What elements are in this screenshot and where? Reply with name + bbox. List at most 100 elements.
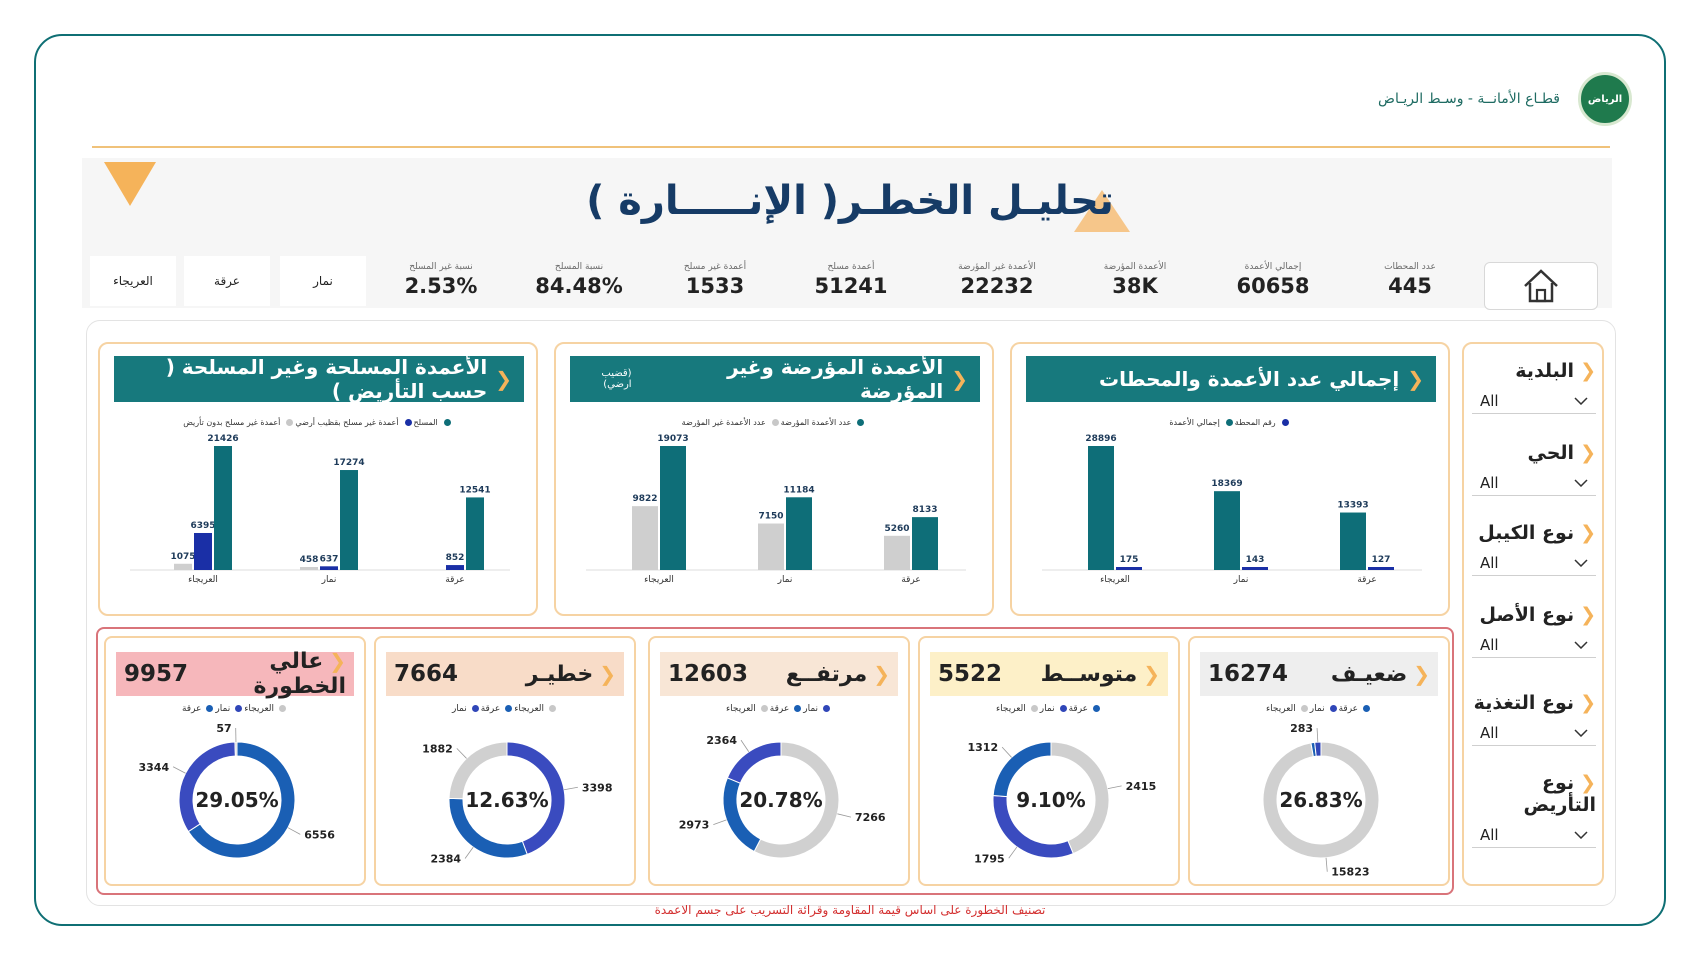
bar[interactable] xyxy=(884,535,910,570)
region-button[interactable]: نمار xyxy=(280,256,366,306)
legend-label: أعمدة غير مسلح بدون تأريض xyxy=(183,418,281,427)
bar[interactable] xyxy=(632,506,658,570)
arrow-icon: ❮ xyxy=(1580,692,1596,714)
legend-label: عرقة xyxy=(1068,704,1089,714)
filter-dropdown[interactable]: All xyxy=(1472,470,1596,496)
legend-dot-icon xyxy=(404,419,412,426)
slice-value-label: 2973 xyxy=(679,819,710,832)
donut-slice[interactable] xyxy=(234,741,238,757)
kpi-value: 1533 xyxy=(685,274,745,298)
x-tick-label: نمار xyxy=(1233,575,1249,585)
bar[interactable] xyxy=(758,523,784,570)
filter-dropdown[interactable]: All xyxy=(1472,720,1596,746)
bar-value-label: 28896 xyxy=(1085,434,1116,444)
chevron-down-icon xyxy=(1574,830,1588,839)
donut-slice[interactable] xyxy=(187,741,296,859)
bar[interactable] xyxy=(340,470,358,570)
filter: ❮البلدية All xyxy=(1472,360,1596,414)
risk-header: ❮خطيـر 7664 xyxy=(386,652,624,696)
risk-count: 7664 xyxy=(394,661,459,687)
donut-slice[interactable] xyxy=(178,741,236,833)
donut-percent: 20.78% xyxy=(739,788,822,812)
slice-value-label: 1312 xyxy=(967,741,998,754)
bar[interactable] xyxy=(320,566,338,570)
bar[interactable] xyxy=(466,497,484,570)
legend-dot-icon xyxy=(857,419,865,426)
filter: ❮الحي All xyxy=(1472,442,1596,496)
kpi-value: 22232 xyxy=(960,274,1034,298)
bar[interactable] xyxy=(446,565,464,570)
filter-dropdown[interactable]: All xyxy=(1472,388,1596,414)
donut-slice[interactable] xyxy=(1262,741,1380,859)
risk-card: ❮خطيـر 7664 العريجاء عرقة نمار 12.63% 3398 23… xyxy=(374,636,636,886)
legend-dot-icon xyxy=(549,705,557,712)
bar[interactable] xyxy=(1242,567,1268,570)
bar[interactable] xyxy=(194,532,212,570)
legend-label: إجمالي الأعمدة xyxy=(1169,418,1220,427)
leader-line xyxy=(837,813,852,818)
bar[interactable] xyxy=(1088,446,1114,570)
bar[interactable] xyxy=(174,563,192,570)
bar-value-label: 6395 xyxy=(190,521,215,531)
region-button[interactable]: العريجاء xyxy=(90,256,176,306)
kpi-card: الأعمدة المؤرضة 38K xyxy=(1070,262,1200,298)
slice-value-label: 2415 xyxy=(1126,780,1157,793)
donut-slice[interactable] xyxy=(1314,741,1322,757)
risk-header: ❮عالي الخطورة 9957 xyxy=(116,649,354,699)
bar[interactable] xyxy=(214,446,232,570)
legend-label: رقم المحطة xyxy=(1234,418,1276,427)
legend-dot-icon xyxy=(1329,705,1337,712)
legend-dot-icon xyxy=(771,419,779,426)
leader-line xyxy=(172,766,186,774)
legend-label: نمار xyxy=(1039,704,1055,714)
bar-value-label: 11184 xyxy=(783,485,814,495)
logo-icon: الرياض xyxy=(1578,72,1632,126)
legend-dot-icon xyxy=(1225,419,1233,426)
legend-dot-icon xyxy=(1281,419,1289,426)
brand: الرياض قطـاع الأمانــة - وسـط الريـاض xyxy=(1378,72,1632,126)
home-button[interactable] xyxy=(1484,262,1598,310)
filter-value: All xyxy=(1480,473,1499,492)
arrow-icon: ❮ xyxy=(1580,360,1596,382)
leader-line xyxy=(713,819,727,825)
filter-value: All xyxy=(1480,723,1499,742)
chevron-down-icon xyxy=(1574,478,1588,487)
filter: ❮نوع الأصل All xyxy=(1472,604,1596,658)
arrow-icon: ❮ xyxy=(1580,604,1596,626)
donut-slice[interactable] xyxy=(726,741,782,784)
legend-label: نمار xyxy=(803,704,819,714)
region-button[interactable]: عرقة xyxy=(184,256,270,306)
donut-slice[interactable] xyxy=(992,741,1052,798)
legend-dot-icon xyxy=(1093,705,1101,712)
chevron-down-icon xyxy=(1574,640,1588,649)
arrow-icon: ❮ xyxy=(1580,442,1596,464)
leader-line xyxy=(1107,785,1122,790)
filter: ❮نوع الكيبل All xyxy=(1472,522,1596,576)
legend-label: عرقة xyxy=(480,704,501,714)
donut-slice[interactable] xyxy=(448,741,508,800)
decor-triangle-icon xyxy=(1074,190,1130,232)
bar[interactable] xyxy=(660,446,686,570)
bar[interactable] xyxy=(1116,567,1142,570)
kpi-label: الأعمدة المؤرضة xyxy=(1103,262,1167,272)
leader-line xyxy=(1325,857,1328,872)
bar[interactable] xyxy=(786,497,812,570)
divider xyxy=(92,146,1610,148)
filters-panel: ❮البلدية All ❮الحي All ❮نوع الكيبل All ❮… xyxy=(1462,342,1604,886)
legend-item: العريجاء xyxy=(996,704,1040,714)
bar[interactable] xyxy=(1340,512,1366,570)
bar[interactable] xyxy=(300,567,318,570)
bar[interactable] xyxy=(1368,567,1394,570)
bar[interactable] xyxy=(912,517,938,570)
kpi-label: عدد المحطات xyxy=(1384,262,1436,272)
filter-dropdown[interactable]: All xyxy=(1472,550,1596,576)
legend-label: نمار xyxy=(215,704,231,714)
filter-dropdown[interactable]: All xyxy=(1472,632,1596,658)
bar-value-label: 9822 xyxy=(632,494,657,504)
donut-slice[interactable] xyxy=(753,741,840,859)
legend-item: عرقة xyxy=(1339,704,1372,714)
legend-item: إجمالي الأعمدة xyxy=(1169,418,1234,427)
leader-line xyxy=(464,846,474,859)
filter-dropdown[interactable]: All xyxy=(1472,822,1596,848)
bar[interactable] xyxy=(1214,491,1240,570)
